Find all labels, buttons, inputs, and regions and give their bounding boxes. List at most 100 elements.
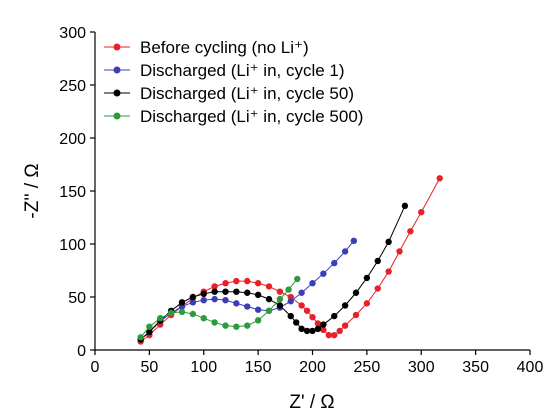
legend: Before cycling (no Li⁺) Discharged (Li⁺ i… — [104, 38, 363, 126]
legend-swatch-marker — [113, 89, 121, 97]
data-point — [287, 298, 294, 305]
legend-label: Discharged (Li⁺ in, cycle 1) — [140, 61, 345, 80]
data-point — [254, 306, 262, 313]
data-point — [276, 288, 284, 295]
data-point — [418, 209, 425, 216]
data-point — [294, 275, 301, 283]
x-tick-label: 200 — [299, 359, 326, 376]
data-point — [350, 237, 358, 245]
data-point — [298, 302, 305, 309]
data-point — [244, 322, 251, 329]
data-point — [178, 308, 186, 316]
data-point — [233, 288, 240, 295]
data-point — [363, 274, 371, 282]
data-point — [396, 248, 403, 255]
data-point — [211, 319, 218, 326]
data-point — [189, 310, 197, 318]
legend-item-1: Before cycling (no Li⁺) — [104, 38, 309, 57]
data-point — [320, 326, 327, 334]
legend-label: Discharged (Li⁺ in, cycle 50) — [140, 84, 354, 103]
x-tick-label: 400 — [517, 359, 544, 376]
data-point — [325, 331, 333, 339]
x-tick-label: 0 — [91, 359, 100, 376]
x-tick-label: 50 — [140, 359, 158, 376]
data-point — [222, 288, 229, 295]
data-point — [222, 280, 229, 287]
data-point — [211, 288, 218, 295]
data-point — [244, 289, 251, 296]
legend-label: Discharged (Li⁺ in, cycle 500) — [140, 107, 363, 126]
y-tick-label: 0 — [77, 343, 86, 360]
data-point — [336, 327, 343, 335]
data-point — [265, 307, 273, 314]
data-point — [137, 334, 144, 341]
data-point — [320, 270, 327, 277]
data-point — [146, 323, 153, 330]
data-point — [314, 320, 322, 327]
ticks: 0 50 100 150 200 250 300 350 400 0 50 100 150 200 250 3… — [59, 25, 543, 376]
data-point — [265, 295, 273, 303]
data-point — [309, 313, 316, 321]
data-point — [265, 283, 273, 290]
data-point — [211, 283, 218, 290]
x-tick-label: 100 — [190, 359, 217, 376]
x-tick-label: 250 — [354, 359, 381, 376]
data-point — [276, 302, 284, 309]
data-point — [331, 259, 338, 267]
legend-swatch-marker — [113, 66, 121, 74]
y-axis-title: -Z'' / Ω — [22, 163, 43, 218]
data-point — [303, 307, 311, 314]
data-point — [189, 293, 197, 301]
data-point — [341, 302, 349, 309]
series-3 — [137, 202, 409, 343]
data-point — [189, 299, 197, 306]
data-point — [222, 296, 229, 304]
data-point — [222, 322, 229, 329]
legend-item-3: Discharged (Li⁺ in, cycle 50) — [104, 84, 354, 103]
data-point — [374, 285, 381, 292]
data-point — [254, 317, 262, 324]
series-line — [140, 278, 298, 338]
data-point — [167, 309, 175, 317]
data-point — [341, 322, 349, 329]
series-4 — [137, 275, 301, 341]
data-point — [298, 325, 305, 332]
data-point — [146, 328, 153, 336]
data-point — [292, 319, 300, 326]
series-layer — [137, 175, 443, 345]
data-point — [244, 303, 251, 310]
x-tick-label: 350 — [462, 359, 489, 376]
data-point — [401, 202, 409, 210]
data-point — [314, 325, 322, 332]
x-tick-label: 150 — [245, 359, 272, 376]
data-point — [178, 299, 186, 306]
data-point — [331, 312, 338, 320]
y-tick-label: 100 — [59, 237, 86, 254]
data-point — [254, 280, 262, 287]
data-point — [233, 300, 240, 307]
data-point — [200, 296, 207, 304]
data-point — [320, 321, 327, 328]
data-point — [309, 280, 316, 287]
data-point — [363, 300, 371, 307]
data-point — [303, 327, 311, 335]
data-point — [157, 315, 164, 322]
y-tick-label: 250 — [59, 78, 86, 95]
legend-swatch-marker — [113, 43, 121, 51]
y-tick-label: 300 — [59, 25, 86, 42]
data-point — [276, 295, 284, 303]
data-point — [200, 315, 207, 322]
data-point — [352, 311, 360, 319]
data-point — [331, 331, 338, 339]
data-point — [244, 277, 251, 285]
data-point — [385, 268, 392, 275]
series-line — [140, 205, 406, 340]
data-point — [385, 238, 392, 246]
data-point — [352, 289, 360, 296]
data-point — [341, 248, 349, 255]
data-point — [298, 289, 305, 296]
data-point — [254, 291, 262, 299]
legend-label: Before cycling (no Li⁺) — [140, 38, 309, 57]
data-point — [200, 290, 207, 298]
